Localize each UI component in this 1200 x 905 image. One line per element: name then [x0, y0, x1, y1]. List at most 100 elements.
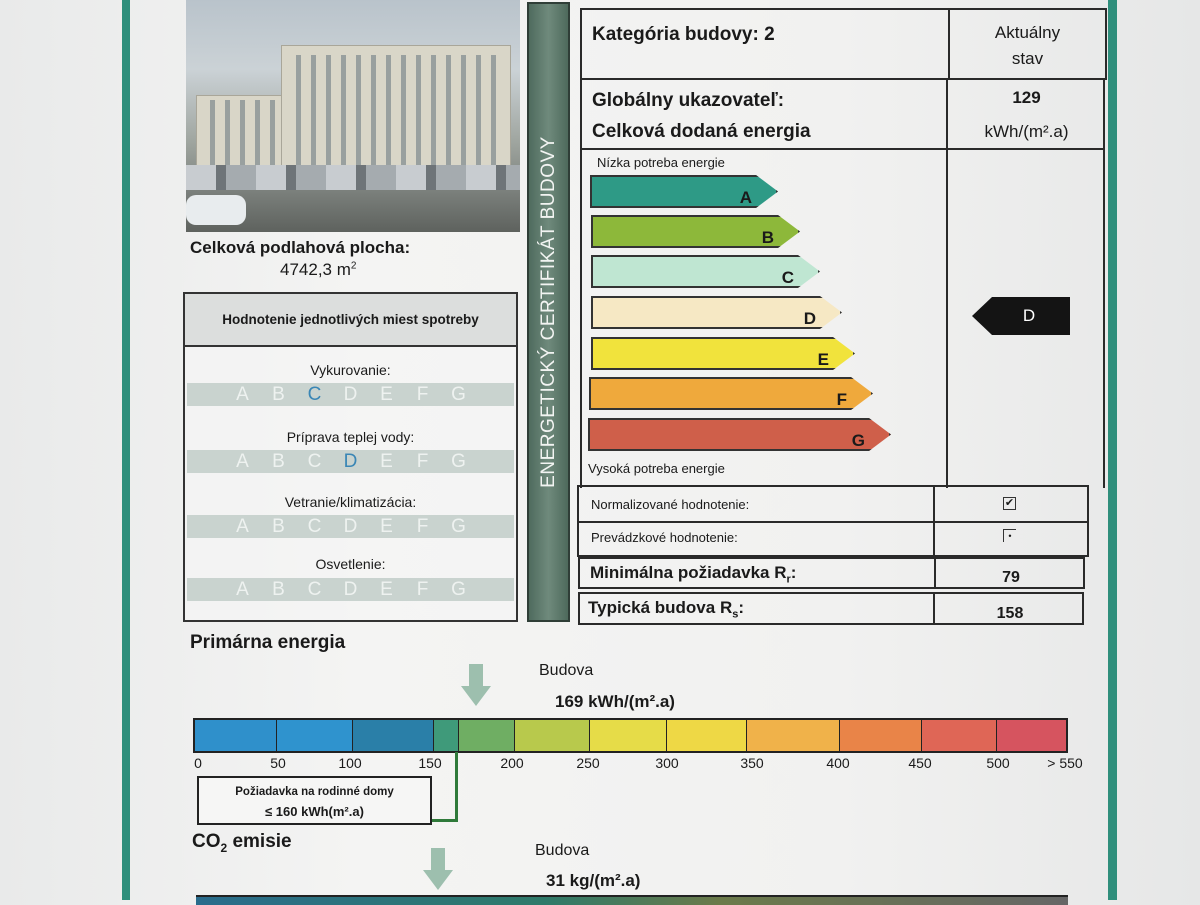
- requirement-marker-line: [455, 752, 458, 822]
- rating-letter: G: [451, 384, 466, 405]
- scale-tick-label: > 550: [1047, 755, 1083, 771]
- floor-area-value: 4742,3 m2: [280, 260, 356, 280]
- requirement-pointer: [432, 819, 458, 822]
- scale-segment: [195, 720, 277, 751]
- normalized-rating-label: Normalizované hodnotenie:: [591, 497, 750, 512]
- rating-letter: C: [307, 384, 322, 405]
- rating-letter: D: [343, 451, 358, 472]
- operational-checkbox[interactable]: •: [1003, 529, 1016, 542]
- normalized-rating-row: Normalizované hodnotenie: ✔: [577, 485, 1089, 523]
- scale-segment: [353, 720, 434, 751]
- consumption-item-label: Osvetlenie:: [315, 556, 386, 572]
- min-requirement-value: 79: [1002, 569, 1020, 586]
- rating-letter: B: [272, 384, 285, 405]
- primary-building-value: 169 kWh/(m².a): [555, 692, 675, 711]
- scale-tick-label: 300: [655, 755, 679, 771]
- rating-letter: E: [380, 579, 393, 600]
- min-requirement-label: Minimálna požiadavka Rr:: [590, 563, 797, 586]
- low-demand-label: Nízka potreba energie: [597, 155, 725, 170]
- scale-segment: [459, 720, 515, 751]
- rating-letter: G: [451, 451, 466, 472]
- operational-rating-label: Prevádzkové hodnotenie:: [591, 530, 738, 545]
- consumption-item-label: Vetranie/klimatizácia:: [284, 494, 417, 510]
- rating-letter: F: [416, 516, 429, 537]
- rating-letter: A: [236, 579, 249, 600]
- category-cell: Kategória budovy: 2: [580, 8, 950, 80]
- global-indicator-value: 129: [1012, 88, 1041, 107]
- current-class-indicator: D: [972, 297, 1070, 335]
- scale-tick-label: 500: [986, 755, 1010, 771]
- scale-tick-label: 400: [826, 755, 850, 771]
- scale-tick-label: 150: [418, 755, 442, 771]
- co2-prefix: CO: [192, 831, 221, 852]
- rating-letter: E: [380, 384, 393, 405]
- rating-letter: D: [343, 579, 358, 600]
- requirement-line2: ≤ 160 kWh(m².a): [265, 804, 364, 819]
- primary-building-label: Budova: [539, 662, 594, 679]
- scale-segment: [840, 720, 922, 751]
- scale-tick-label: 50: [270, 755, 286, 771]
- rating-letter: F: [416, 384, 429, 405]
- scale-segment: [747, 720, 840, 751]
- rating-letter: B: [272, 451, 285, 472]
- rating-letter: C: [307, 451, 322, 472]
- floor-area-number: 4742,3 m: [280, 260, 351, 279]
- energy-class-d: D: [591, 296, 842, 329]
- typical-text: Typická budova R: [588, 598, 733, 617]
- scale-tick-label: 200: [500, 755, 524, 771]
- scale-segment: [997, 720, 1066, 751]
- primary-energy-scale-bar: [193, 718, 1068, 753]
- min-req-text: Minimálna požiadavka R: [590, 563, 787, 582]
- scale-segment: [515, 720, 590, 751]
- consumption-rating-box: Hodnotenie jednotlivých miest spotreby V…: [183, 292, 518, 622]
- scale-tick-label: 0: [194, 755, 202, 771]
- left-border-stripe: [122, 0, 130, 900]
- building-value-arrow-icon: [461, 664, 491, 709]
- energy-class-c: C: [591, 255, 820, 288]
- global-indicator-unit: kWh/(m².a): [984, 122, 1069, 141]
- scale-segment: [277, 720, 353, 751]
- rating-letter: B: [272, 579, 285, 600]
- typical-sub: s: [732, 608, 739, 621]
- certificate-side-band: ENERGETICKÝ CERTIFIKÁT BUDOVY: [527, 2, 570, 622]
- building-category: Kategória budovy: 2: [592, 24, 775, 45]
- energy-class-e: E: [591, 337, 855, 370]
- floor-area-label: Celková podlahová plocha:: [190, 238, 411, 257]
- high-demand-label: Vysoká potreba energie: [588, 461, 725, 476]
- rating-letter: C: [307, 579, 322, 600]
- min-req-sub: r: [786, 573, 791, 586]
- rating-letter: G: [451, 516, 466, 537]
- co2-building-label: Budova: [535, 842, 590, 859]
- side-band-text: ENERGETICKÝ CERTIFIKÁT BUDOVY: [537, 136, 559, 488]
- scale-segment: [590, 720, 667, 751]
- current-state-line1: Aktuálny: [994, 23, 1061, 42]
- requirement-line1: Požiadavka na rodinné domy: [235, 786, 394, 798]
- scale-segment: [667, 720, 747, 751]
- scale-segment: [434, 720, 459, 751]
- typical-building-label: Typická budova Rs:: [588, 598, 745, 621]
- rating-letter: F: [416, 451, 429, 472]
- min-requirement-row: Minimálna požiadavka Rr: 79: [578, 557, 1085, 589]
- consumption-box-title: Hodnotenie jednotlivých miest spotreby: [185, 294, 516, 347]
- energy-class-f: F: [589, 377, 873, 410]
- co2-scale-bar: [196, 895, 1068, 905]
- scale-tick-label: 100: [338, 755, 362, 771]
- rating-letter: G: [451, 579, 466, 600]
- normalized-checkbox[interactable]: ✔: [1003, 497, 1016, 510]
- primary-energy-title: Primárna energia: [190, 632, 346, 653]
- rating-letter: C: [307, 516, 322, 537]
- rating-letter: D: [343, 384, 358, 405]
- scale-tick-label: 450: [908, 755, 932, 771]
- current-state-cell: Aktuálny stav: [948, 8, 1107, 80]
- rating-letter: A: [236, 516, 249, 537]
- consumption-item-label: Vykurovanie:: [310, 362, 391, 378]
- current-state-line2: stav: [1011, 49, 1044, 68]
- typical-building-value: 158: [996, 605, 1024, 622]
- requirement-box: Požiadavka na rodinné domy ≤ 160 kWh(m².…: [197, 776, 432, 825]
- energy-class-b: B: [591, 215, 800, 248]
- co2-sub: 2: [220, 840, 228, 855]
